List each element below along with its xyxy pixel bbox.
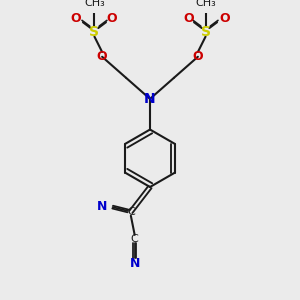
Text: O: O <box>183 12 194 25</box>
Text: N: N <box>130 257 140 270</box>
Text: N: N <box>144 92 156 106</box>
Text: N: N <box>97 200 107 213</box>
Text: S: S <box>89 25 100 39</box>
Text: CH₃: CH₃ <box>195 0 216 8</box>
Text: O: O <box>106 12 117 25</box>
Text: O: O <box>70 12 81 25</box>
Text: C: C <box>127 207 135 217</box>
Text: S: S <box>200 25 211 39</box>
Text: O: O <box>219 12 230 25</box>
Text: O: O <box>193 50 203 63</box>
Text: CH₃: CH₃ <box>84 0 105 8</box>
Text: C: C <box>131 234 139 244</box>
Text: O: O <box>97 50 107 63</box>
